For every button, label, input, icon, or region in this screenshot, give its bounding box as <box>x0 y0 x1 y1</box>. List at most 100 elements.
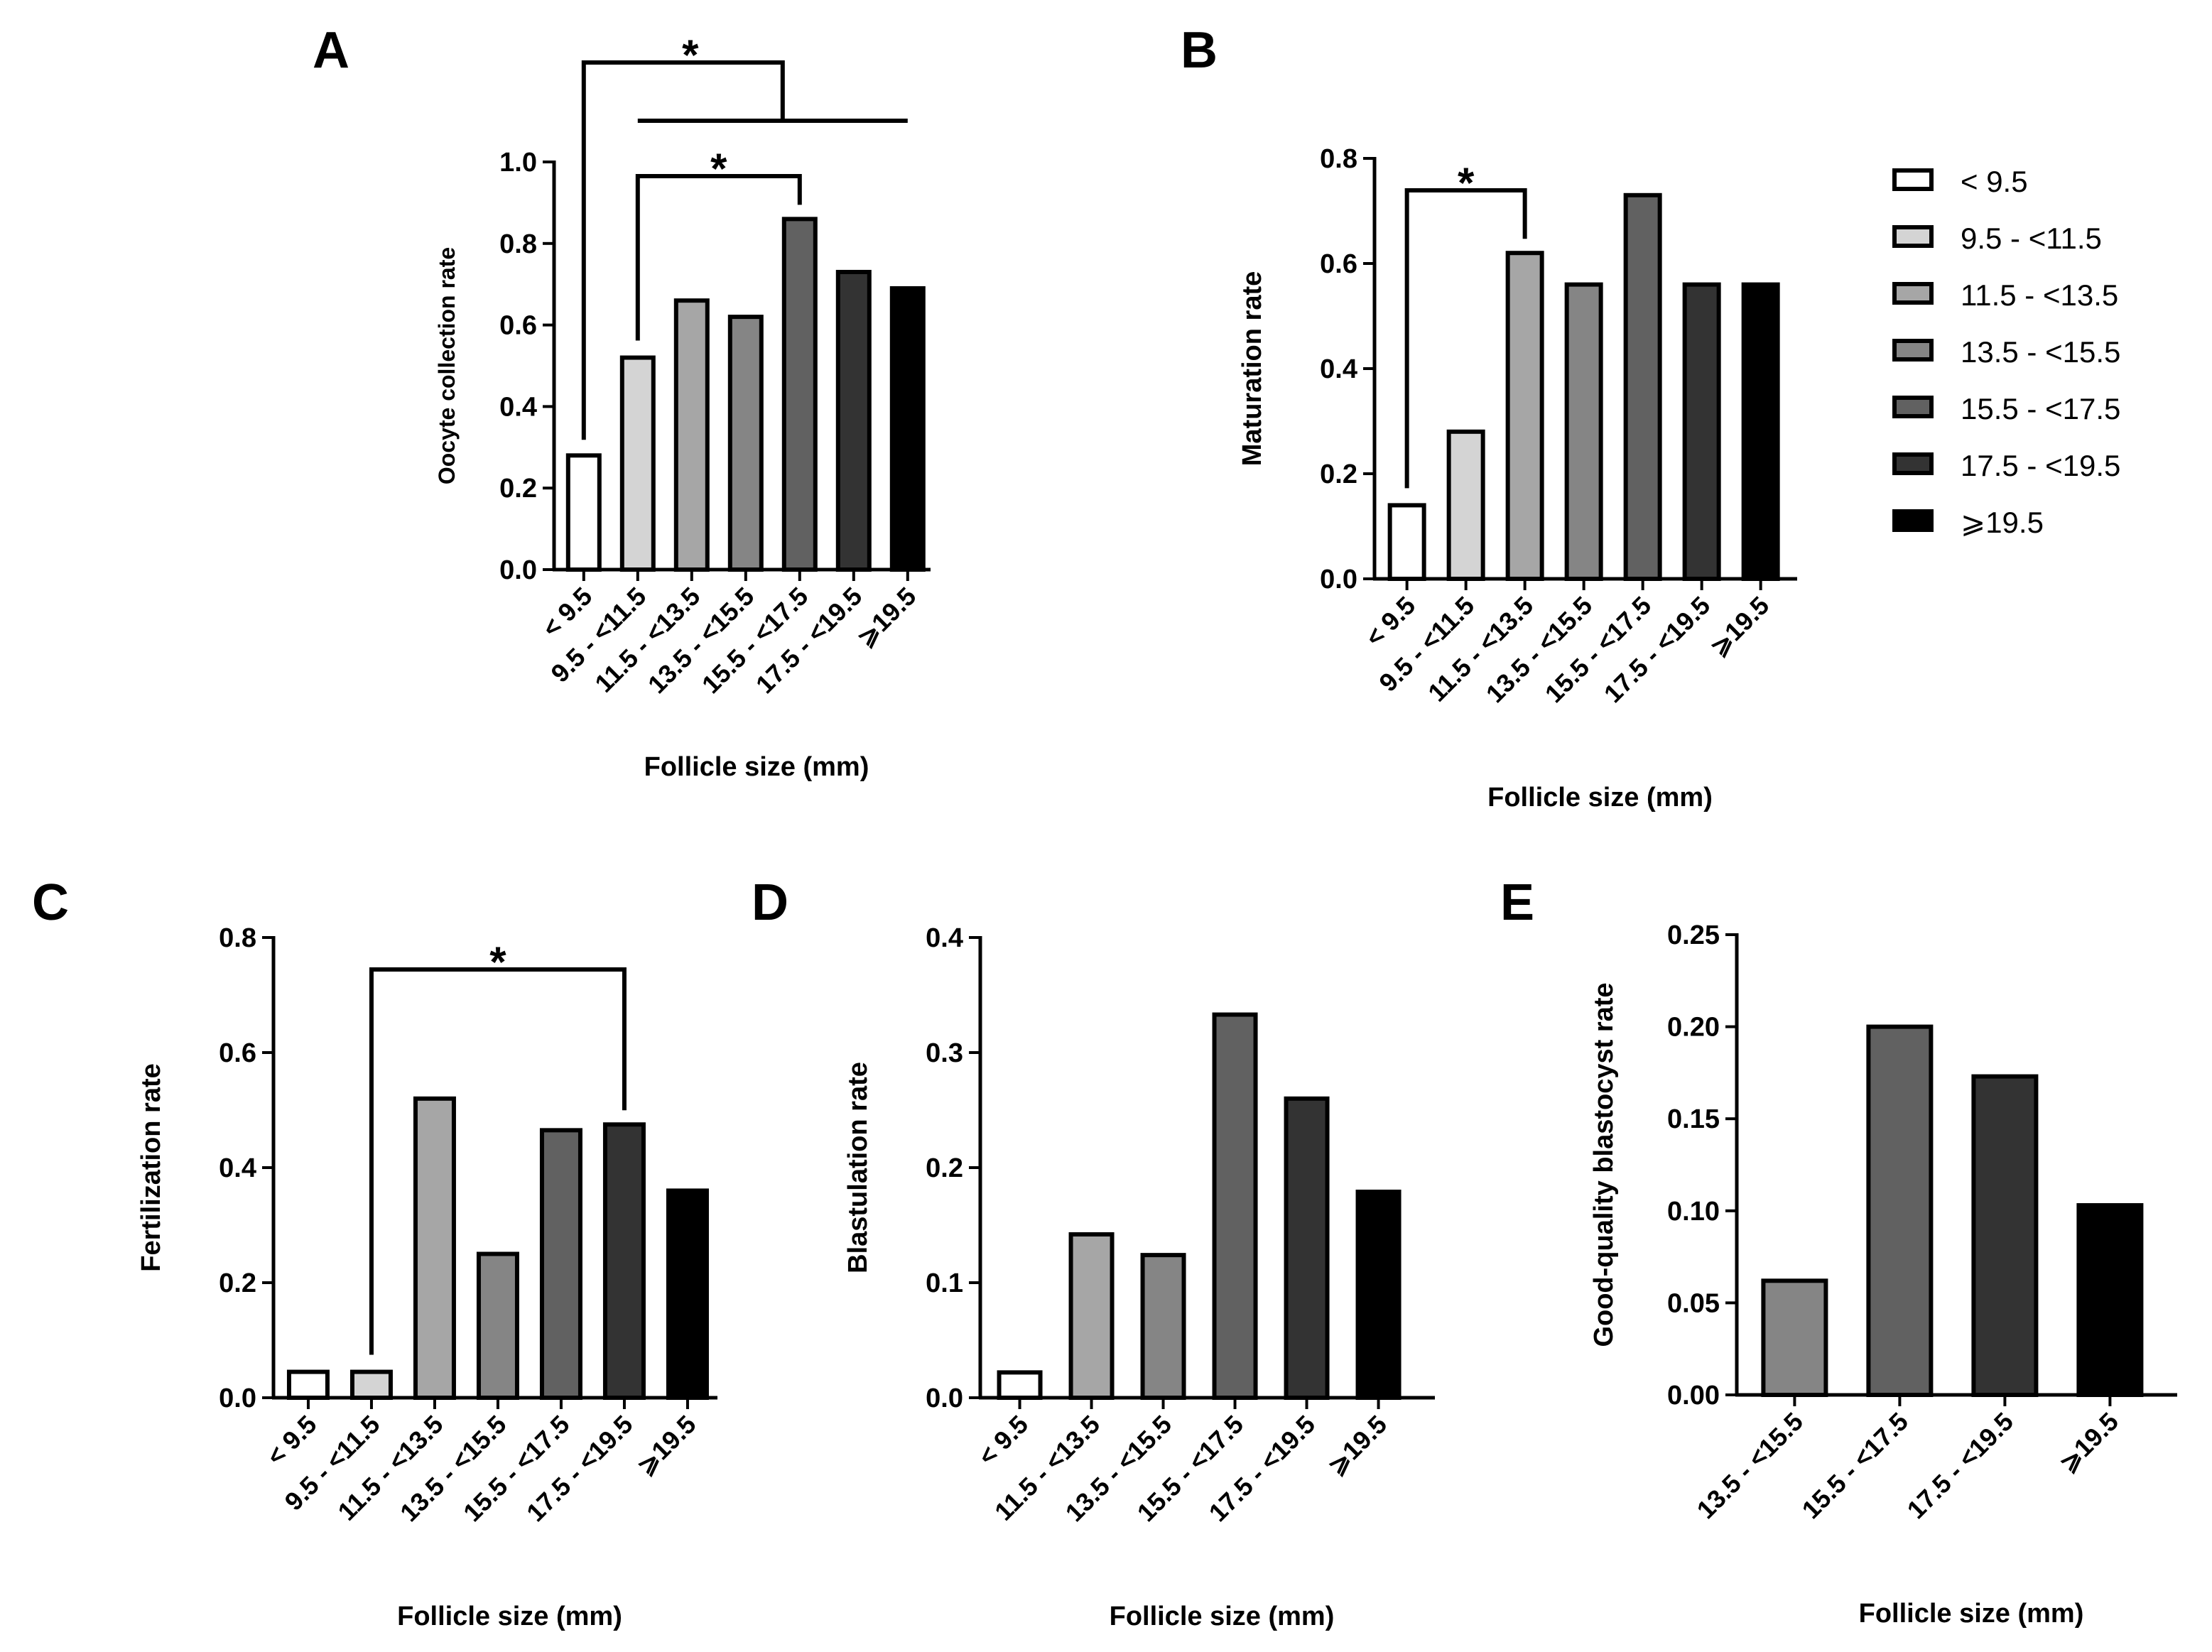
significance-star: * <box>710 145 727 192</box>
legend-swatch <box>1892 225 1934 248</box>
legend-label: ⩾19.5 <box>1961 506 2044 539</box>
y-tick-label: 0.8 <box>219 923 256 953</box>
x-tick-label: ⩾19.5 <box>2053 1407 2124 1478</box>
panel-b: B0.00.20.40.60.8< 9.59.5 - <11.511.5 - <… <box>1181 22 1797 813</box>
y-tick-label: 0.8 <box>499 229 537 259</box>
significance-bracket: * <box>369 938 627 1355</box>
y-tick-label: 0.05 <box>1667 1288 1720 1318</box>
x-axis-title: Follicle size (mm) <box>1487 783 1713 813</box>
y-tick-label: 0.2 <box>1320 460 1357 489</box>
y-tick-label: 0.4 <box>499 392 537 422</box>
y-tick-label: 0.15 <box>1667 1104 1720 1134</box>
y-axis-title: Fertilization rate <box>136 1063 166 1272</box>
y-tick-label: 0.0 <box>219 1384 256 1413</box>
bar <box>476 1251 519 1400</box>
bar <box>349 1369 393 1401</box>
y-tick-label: 0.00 <box>1667 1381 1720 1411</box>
y-tick-label: 0.0 <box>499 555 537 585</box>
bar <box>1971 1074 2039 1397</box>
y-tick-label: 0.1 <box>926 1268 963 1298</box>
bar <box>286 1369 330 1401</box>
bar <box>666 1188 709 1401</box>
x-axis-title: Follicle size (mm) <box>397 1602 622 1631</box>
bar <box>1387 503 1426 582</box>
legend-swatch <box>1892 396 1934 418</box>
legend-swatch <box>1892 452 1934 475</box>
bar <box>1140 1253 1186 1400</box>
legend-swatch <box>1892 509 1934 532</box>
legend-label: 15.5 - <17.5 <box>1961 392 2120 425</box>
bar <box>1505 251 1544 581</box>
bar <box>1284 1096 1330 1401</box>
significance-bracket: * <box>581 31 908 440</box>
significance-star: * <box>489 938 506 986</box>
significance-star: * <box>1458 159 1475 207</box>
legend-item: 17.5 - <19.5 <box>1892 449 2120 482</box>
panel-a: A0.00.20.40.60.81.0< 9.59.5 - <11.511.5 … <box>313 22 931 782</box>
legend-swatch <box>1892 339 1934 362</box>
bar <box>835 269 872 572</box>
bar <box>997 1370 1043 1400</box>
y-tick-label: 0.25 <box>1667 920 1720 950</box>
legend-item: < 9.5 <box>1892 165 2028 198</box>
y-tick-label: 0.2 <box>926 1153 963 1183</box>
bar <box>619 355 656 572</box>
x-tick-label: ⩾19.5 <box>851 582 922 653</box>
bar <box>1623 192 1662 581</box>
legend-item: 15.5 - <17.5 <box>1892 392 2120 425</box>
bar <box>1761 1278 1828 1398</box>
bar <box>1741 282 1780 581</box>
x-axis-title: Follicle size (mm) <box>1110 1602 1335 1631</box>
panel-letter: A <box>313 22 349 79</box>
bar <box>1564 282 1603 581</box>
bar <box>1866 1024 1934 1397</box>
y-tick-label: 0.6 <box>219 1038 256 1068</box>
legend-label: 11.5 - <13.5 <box>1961 278 2118 312</box>
bracket-line <box>635 174 802 341</box>
x-axis-title: Follicle size (mm) <box>644 752 869 782</box>
y-tick-label: 0.4 <box>1320 354 1357 384</box>
y-tick-label: 0.8 <box>1320 144 1357 174</box>
x-tick-label: 15.5 - <17.5 <box>1796 1407 1914 1525</box>
x-tick-label: 13.5 - <15.5 <box>1691 1407 1809 1525</box>
x-tick-label: ⩾19.5 <box>1703 591 1774 662</box>
bar <box>1446 429 1485 581</box>
panel-letter: C <box>32 874 69 931</box>
y-tick-label: 0.20 <box>1667 1013 1720 1043</box>
y-axis-title: Maturation rate <box>1237 271 1267 466</box>
bracket-line <box>369 967 627 1355</box>
bar <box>2076 1203 2144 1398</box>
panel-letter: B <box>1181 22 1218 79</box>
y-axis-title: Good-quality blastocyst rate <box>1589 982 1619 1347</box>
y-tick-label: 0.6 <box>499 311 537 341</box>
y-axis-title: Oocyte collection rate <box>434 247 460 484</box>
bar <box>602 1122 646 1400</box>
bar <box>413 1096 456 1401</box>
y-tick-label: 0.0 <box>1320 565 1357 594</box>
bar <box>1682 282 1721 581</box>
y-tick-label: 0.4 <box>926 923 963 953</box>
x-tick-label: 17.5 - <19.5 <box>1901 1407 2019 1525</box>
y-tick-label: 0.2 <box>499 474 537 504</box>
bar <box>727 315 764 572</box>
legend-swatch <box>1892 282 1934 305</box>
legend-item: 13.5 - <15.5 <box>1892 335 2120 369</box>
bar <box>565 453 602 572</box>
bar <box>1212 1012 1258 1401</box>
y-tick-label: 0.4 <box>219 1153 256 1183</box>
significance-bracket: * <box>1404 159 1527 489</box>
y-tick-label: 0.10 <box>1667 1197 1720 1227</box>
bar <box>539 1128 582 1400</box>
x-tick-label: ⩾19.5 <box>631 1410 702 1481</box>
legend-label: 13.5 - <15.5 <box>1961 335 2120 369</box>
legend-label: 17.5 - <19.5 <box>1961 449 2120 482</box>
y-tick-label: 1.0 <box>499 148 537 178</box>
y-axis-title: Blastulation rate <box>843 1062 873 1273</box>
legend-label: 9.5 - <11.5 <box>1961 222 2102 255</box>
bar <box>781 217 818 572</box>
bar <box>1068 1232 1115 1400</box>
bracket-line <box>581 60 785 440</box>
y-tick-label: 0.6 <box>1320 249 1357 279</box>
legend-swatch <box>1892 168 1934 191</box>
